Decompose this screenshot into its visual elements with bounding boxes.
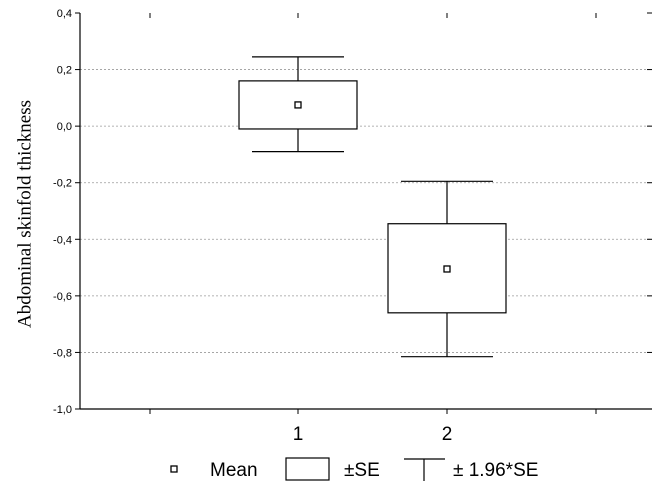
x-tick-label: 2: [442, 424, 453, 445]
y-tick-label: -0,6: [53, 291, 72, 303]
y-tick-label: -0,4: [53, 234, 72, 246]
legend-ci-label: ± 1.96*SE: [453, 460, 538, 481]
y-tick-label: 0,4: [57, 8, 72, 20]
y-tick-label: -0,2: [53, 178, 72, 190]
y-tick-label: 0,0: [57, 121, 72, 133]
axes: 0,4 0,2 0,0 -0,2 -0,4 -0,6 -0,8 -1,0 1 2: [53, 8, 652, 445]
legend: Mean ±SE ± 1.96*SE: [170, 457, 538, 481]
x-tick-label: 1: [293, 424, 304, 445]
box-group-2: [387, 180, 507, 358]
mean-marker: [294, 101, 302, 109]
mean-marker: [443, 265, 451, 273]
legend-se-box: [285, 457, 330, 481]
legend-mean-marker: [170, 465, 178, 473]
y-tick-label: 0,2: [57, 65, 72, 77]
gridlines: [80, 69, 652, 353]
legend-ci-whisker: [404, 458, 445, 481]
y-axis-label: Abdominal skinfold thickness: [14, 100, 35, 328]
box-group-1: [238, 56, 358, 153]
legend-mean-label: Mean: [210, 460, 258, 481]
y-tick-label: -1,0: [53, 404, 72, 416]
box-plots: [238, 56, 507, 358]
legend-se-label: ±SE: [344, 460, 380, 481]
y-tick-label: -0,8: [53, 347, 72, 359]
